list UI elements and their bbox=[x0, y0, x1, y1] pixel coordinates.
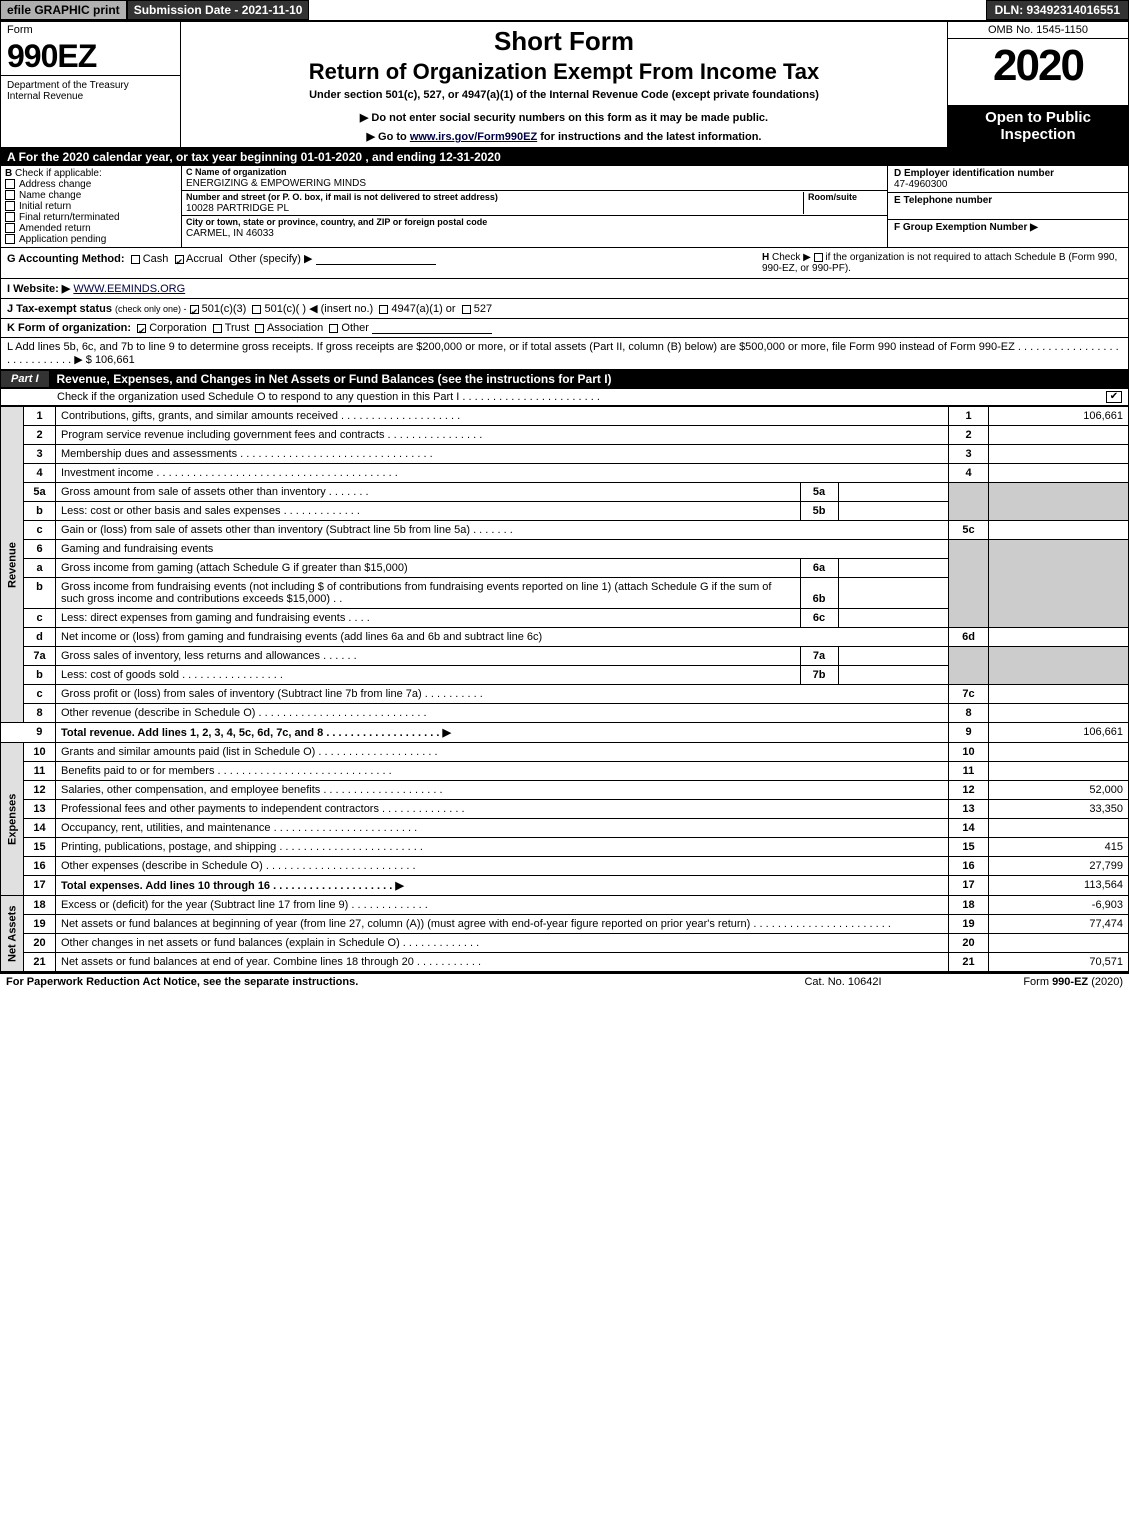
footer: For Paperwork Reduction Act Notice, see … bbox=[0, 972, 1129, 990]
form-number: 990EZ bbox=[1, 38, 180, 75]
527-checkbox[interactable] bbox=[462, 305, 471, 314]
row-g-h: G Accounting Method: Cash Accrual Other … bbox=[0, 248, 1129, 279]
line9-amount: 106,661 bbox=[989, 723, 1129, 743]
dept-irs: Internal Revenue bbox=[7, 91, 174, 102]
open-to-public: Open to Public Inspection bbox=[948, 105, 1128, 147]
org-address: 10028 PARTRIDGE PL bbox=[186, 203, 289, 214]
accrual-checkbox[interactable] bbox=[175, 255, 184, 264]
app-pending-checkbox[interactable] bbox=[5, 234, 15, 244]
revenue-label: Revenue bbox=[1, 407, 24, 723]
trust-checkbox[interactable] bbox=[213, 324, 222, 333]
goto-instructions: ▶ Go to www.irs.gov/Form990EZ for instru… bbox=[185, 130, 943, 143]
website-link[interactable]: WWW.EEMINDS.ORG bbox=[73, 283, 185, 295]
cash-checkbox[interactable] bbox=[131, 255, 140, 264]
ssn-warning: ▶ Do not enter social security numbers o… bbox=[185, 111, 943, 124]
part-i-header: Part I Revenue, Expenses, and Changes in… bbox=[0, 370, 1129, 389]
top-bar: efile GRAPHIC print Submission Date - 20… bbox=[0, 0, 1129, 20]
irs-link[interactable]: www.irs.gov/Form990EZ bbox=[410, 131, 537, 143]
ein: 47-4960300 bbox=[894, 179, 947, 190]
return-title: Return of Organization Exempt From Incom… bbox=[185, 59, 943, 85]
dept-treasury: Department of the Treasury bbox=[7, 80, 174, 91]
org-city: CARMEL, IN 46033 bbox=[186, 228, 274, 239]
4947-checkbox[interactable] bbox=[379, 305, 388, 314]
schedule-o-checkbox[interactable]: ✔ bbox=[1106, 391, 1122, 403]
line15-amount: 415 bbox=[989, 838, 1129, 857]
name-change-checkbox[interactable] bbox=[5, 190, 15, 200]
501c-checkbox[interactable] bbox=[252, 305, 261, 314]
initial-return-checkbox[interactable] bbox=[5, 201, 15, 211]
corp-checkbox[interactable] bbox=[137, 324, 146, 333]
form-label: Form bbox=[1, 22, 180, 38]
501c3-checkbox[interactable] bbox=[190, 305, 199, 314]
row-l: L Add lines 5b, 6c, and 7b to line 9 to … bbox=[0, 338, 1129, 370]
section-bcdef: B Check if applicable: Address change Na… bbox=[0, 166, 1129, 248]
period-row: A For the 2020 calendar year, or tax yea… bbox=[0, 148, 1129, 166]
under-section: Under section 501(c), 527, or 4947(a)(1)… bbox=[185, 89, 943, 101]
amended-return-checkbox[interactable] bbox=[5, 223, 15, 233]
line18-amount: -6,903 bbox=[989, 896, 1129, 915]
efile-print-button[interactable]: efile GRAPHIC print bbox=[0, 0, 127, 20]
row-j: J Tax-exempt status (check only one) - 5… bbox=[0, 299, 1129, 319]
assoc-checkbox[interactable] bbox=[255, 324, 264, 333]
line16-amount: 27,799 bbox=[989, 857, 1129, 876]
line13-amount: 33,350 bbox=[989, 800, 1129, 819]
revenue-table: Revenue 1Contributions, gifts, grants, a… bbox=[0, 406, 1129, 972]
short-form-title: Short Form bbox=[185, 26, 943, 57]
gross-receipts: 106,661 bbox=[95, 354, 135, 366]
other-org-checkbox[interactable] bbox=[329, 324, 338, 333]
line1-amount: 106,661 bbox=[989, 407, 1129, 426]
dln-label: DLN: 93492314016551 bbox=[986, 0, 1129, 20]
submission-date-button[interactable]: Submission Date - 2021-11-10 bbox=[127, 0, 310, 20]
org-name: ENERGIZING & EMPOWERING MINDS bbox=[186, 178, 366, 189]
line19-amount: 77,474 bbox=[989, 915, 1129, 934]
row-i: I Website: ▶ WWW.EEMINDS.ORG bbox=[0, 279, 1129, 299]
form-header: Form 990EZ Department of the Treasury In… bbox=[0, 20, 1129, 148]
line17-amount: 113,564 bbox=[989, 876, 1129, 896]
net-assets-label: Net Assets bbox=[1, 896, 24, 972]
line12-amount: 52,000 bbox=[989, 781, 1129, 800]
tax-year: 2020 bbox=[948, 39, 1128, 93]
row-k: K Form of organization: Corporation Trus… bbox=[0, 319, 1129, 338]
expenses-label: Expenses bbox=[1, 743, 24, 896]
part-i-sub: Check if the organization used Schedule … bbox=[0, 389, 1129, 406]
line21-amount: 70,571 bbox=[989, 953, 1129, 972]
omb-number: OMB No. 1545-1150 bbox=[948, 22, 1128, 39]
addr-change-checkbox[interactable] bbox=[5, 179, 15, 189]
final-return-checkbox[interactable] bbox=[5, 212, 15, 222]
schedule-b-checkbox[interactable] bbox=[814, 253, 823, 262]
